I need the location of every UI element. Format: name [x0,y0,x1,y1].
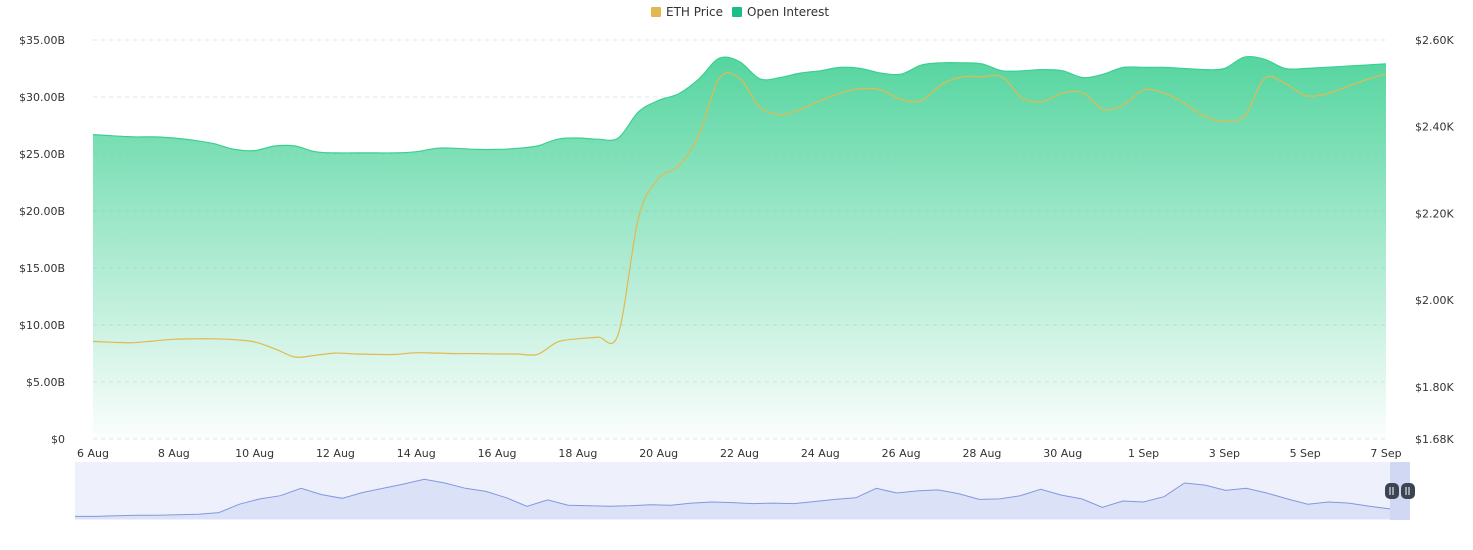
right-tick-label: $1.80K [1415,381,1454,394]
legend: ETH Price Open Interest [651,5,829,19]
x-tick-label: 14 Aug [397,447,436,460]
left-tick-label: $10.00B [19,319,65,332]
legend-item-eth-price[interactable]: ETH Price [651,5,723,19]
navigator-handle-left[interactable] [1385,483,1399,499]
x-tick-label: 10 Aug [235,447,274,460]
legend-item-open-interest[interactable]: Open Interest [732,5,829,19]
x-tick-label: 12 Aug [316,447,355,460]
x-tick-label: 30 Aug [1043,447,1082,460]
series-line-open-interest [92,55,1387,154]
x-tick-label: 5 Sep [1290,447,1321,460]
left-tick-label: $20.00B [19,205,65,218]
navigator-line [75,478,1391,517]
x-tick-label: 28 Aug [962,447,1001,460]
navigator-area [75,479,1390,519]
series-area-open-interest [93,56,1386,439]
x-tick-label: 18 Aug [558,447,597,460]
right-tick-label: $2.00K [1415,294,1454,307]
legend-swatch-open-interest [732,7,742,17]
legend-label-open-interest: Open Interest [747,5,829,19]
legend-swatch-eth-price [651,7,661,17]
x-tick-label: 22 Aug [720,447,759,460]
left-tick-label: $5.00B [26,376,65,389]
plot-area [92,55,1387,439]
navigator-handle-right[interactable] [1401,483,1415,499]
left-tick-label: $30.00B [19,91,65,104]
right-tick-label: $2.60K [1415,34,1454,47]
x-tick-label: 20 Aug [639,447,678,460]
x-tick-label: 26 Aug [882,447,921,460]
left-tick-label: $25.00B [19,148,65,161]
x-tick-label: 1 Sep [1128,447,1159,460]
right-tick-label: $2.20K [1415,207,1454,220]
x-tick-label: 7 Sep [1370,447,1401,460]
navigator-selection-end[interactable] [1390,462,1410,520]
right-tick-label: $2.40K [1415,121,1454,134]
x-tick-label: 3 Sep [1209,447,1240,460]
range-navigator[interactable] [75,462,1415,520]
x-axis-ticks: 6 Aug 8 Aug 10 Aug 12 Aug 14 Aug 16 Aug 18 Aug… [77,447,1402,460]
left-axis-ticks: $0 $5.00B $10.00B $15.00B $20.00B $25.00B $30.… [19,34,65,446]
left-tick-label: $0 [51,433,65,446]
right-tick-label: $1.68K [1415,433,1454,446]
x-tick-label: 16 Aug [478,447,517,460]
x-tick-label: 24 Aug [801,447,840,460]
legend-label-eth-price: ETH Price [666,5,723,19]
x-tick-label: 6 Aug [77,447,109,460]
left-tick-label: $15.00B [19,262,65,275]
x-tick-label: 8 Aug [158,447,190,460]
left-tick-label: $35.00B [19,34,65,47]
series-line-eth-price [92,72,1387,358]
right-axis-ticks: $1.68K $1.80K $2.00K $2.20K $2.40K $2.60K [1415,34,1454,446]
